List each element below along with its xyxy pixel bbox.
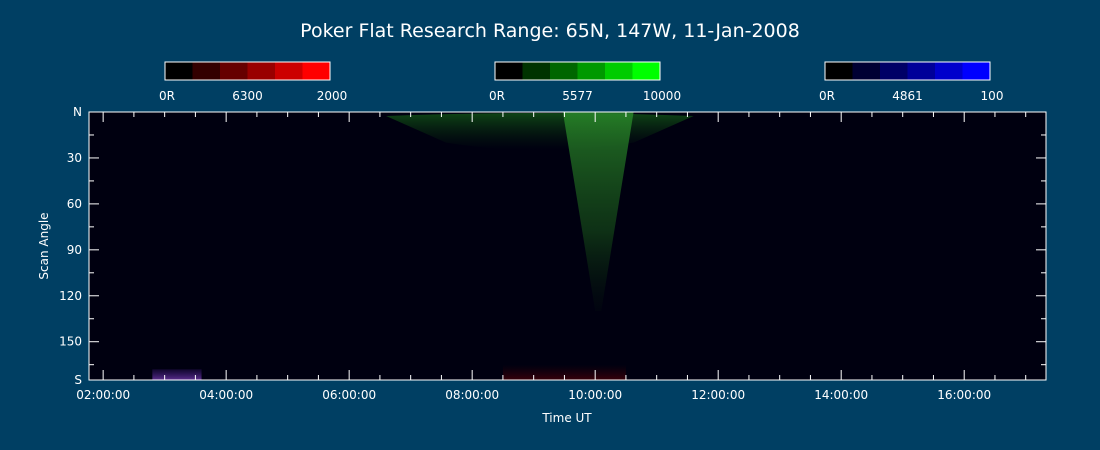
colorbar-frame	[824, 61, 991, 81]
colorbar-swatch	[907, 62, 936, 80]
colorbar-channel-label: 6300	[232, 89, 263, 103]
colorbar-6300: 0R 6300 2000	[159, 61, 348, 103]
x-tick-label: 14:00:00	[814, 388, 868, 402]
x-tick-label: 02:00:00	[76, 388, 130, 402]
x-tick-label: 04:00:00	[199, 388, 253, 402]
emission-feature-4861	[152, 369, 202, 380]
colorbar-frame	[494, 61, 661, 81]
colorbar-swatch	[880, 62, 908, 80]
x-tick-label: 10:00:00	[568, 388, 622, 402]
colorbar-max-label: 10000	[643, 89, 681, 103]
colorbar-5577: 0R 5577 10000	[489, 61, 681, 103]
colorbar-min-label: 0R	[489, 89, 505, 103]
colorbar-swatch	[302, 62, 331, 80]
colorbar-swatch	[247, 62, 276, 80]
emission-feature-5577	[562, 112, 634, 312]
colorbar-swatch	[935, 62, 963, 80]
y-tick-label: 120	[59, 289, 82, 303]
colorbar-swatch	[165, 62, 193, 80]
plot-frame	[88, 111, 1047, 381]
x-tick-label: 16:00:00	[937, 388, 991, 402]
colorbar-4861: 0R 4861 100	[819, 61, 1004, 103]
colorbar-swatch	[962, 62, 991, 80]
x-tick-label: 06:00:00	[322, 388, 376, 402]
y-axis-label: Scan Angle	[37, 212, 51, 279]
x-axis: 02:00:00 04:00:00 06:00:00 08:00:00 10:00:00…	[76, 112, 1027, 402]
colorbar-group: 0R 6300 2000 0R 5577 10000 0R 4861 100	[159, 61, 1004, 103]
colorbar-swatch	[605, 62, 633, 80]
y-tick-label: N	[73, 105, 82, 119]
chart-title: Poker Flat Research Range: 65N, 147W, 11…	[300, 20, 800, 42]
y-tick-label: 30	[67, 151, 82, 165]
emission-features	[152, 112, 694, 380]
colorbar-swatch	[550, 62, 578, 80]
x-tick-label: 12:00:00	[691, 388, 745, 402]
colorbar-channel-label: 5577	[562, 89, 593, 103]
colorbar-swatch	[522, 62, 551, 80]
y-axis: N 30 60 90 120 150 S	[59, 105, 1046, 387]
x-tick-label: 08:00:00	[445, 388, 499, 402]
colorbar-swatch	[192, 62, 221, 80]
y-tick-label: 150	[59, 335, 82, 349]
colorbar-swatch	[577, 62, 606, 80]
y-tick-label: 90	[67, 243, 82, 257]
colorbar-frame	[164, 61, 331, 81]
plot-area	[89, 112, 1046, 380]
colorbar-max-label: 2000	[317, 89, 348, 103]
colorbar-swatch	[275, 62, 303, 80]
colorbar-min-label: 0R	[159, 89, 175, 103]
colorbar-swatch	[852, 62, 881, 80]
colorbar-max-label: 100	[981, 89, 1004, 103]
colorbar-channel-label: 4861	[892, 89, 923, 103]
y-tick-label: S	[74, 373, 82, 387]
colorbar-swatch	[495, 62, 523, 80]
colorbar-swatch	[825, 62, 853, 80]
colorbar-swatch	[220, 62, 248, 80]
y-tick-label: 60	[67, 197, 82, 211]
colorbar-min-label: 0R	[819, 89, 835, 103]
x-axis-label: Time UT	[541, 411, 592, 425]
colorbar-swatch	[632, 62, 661, 80]
